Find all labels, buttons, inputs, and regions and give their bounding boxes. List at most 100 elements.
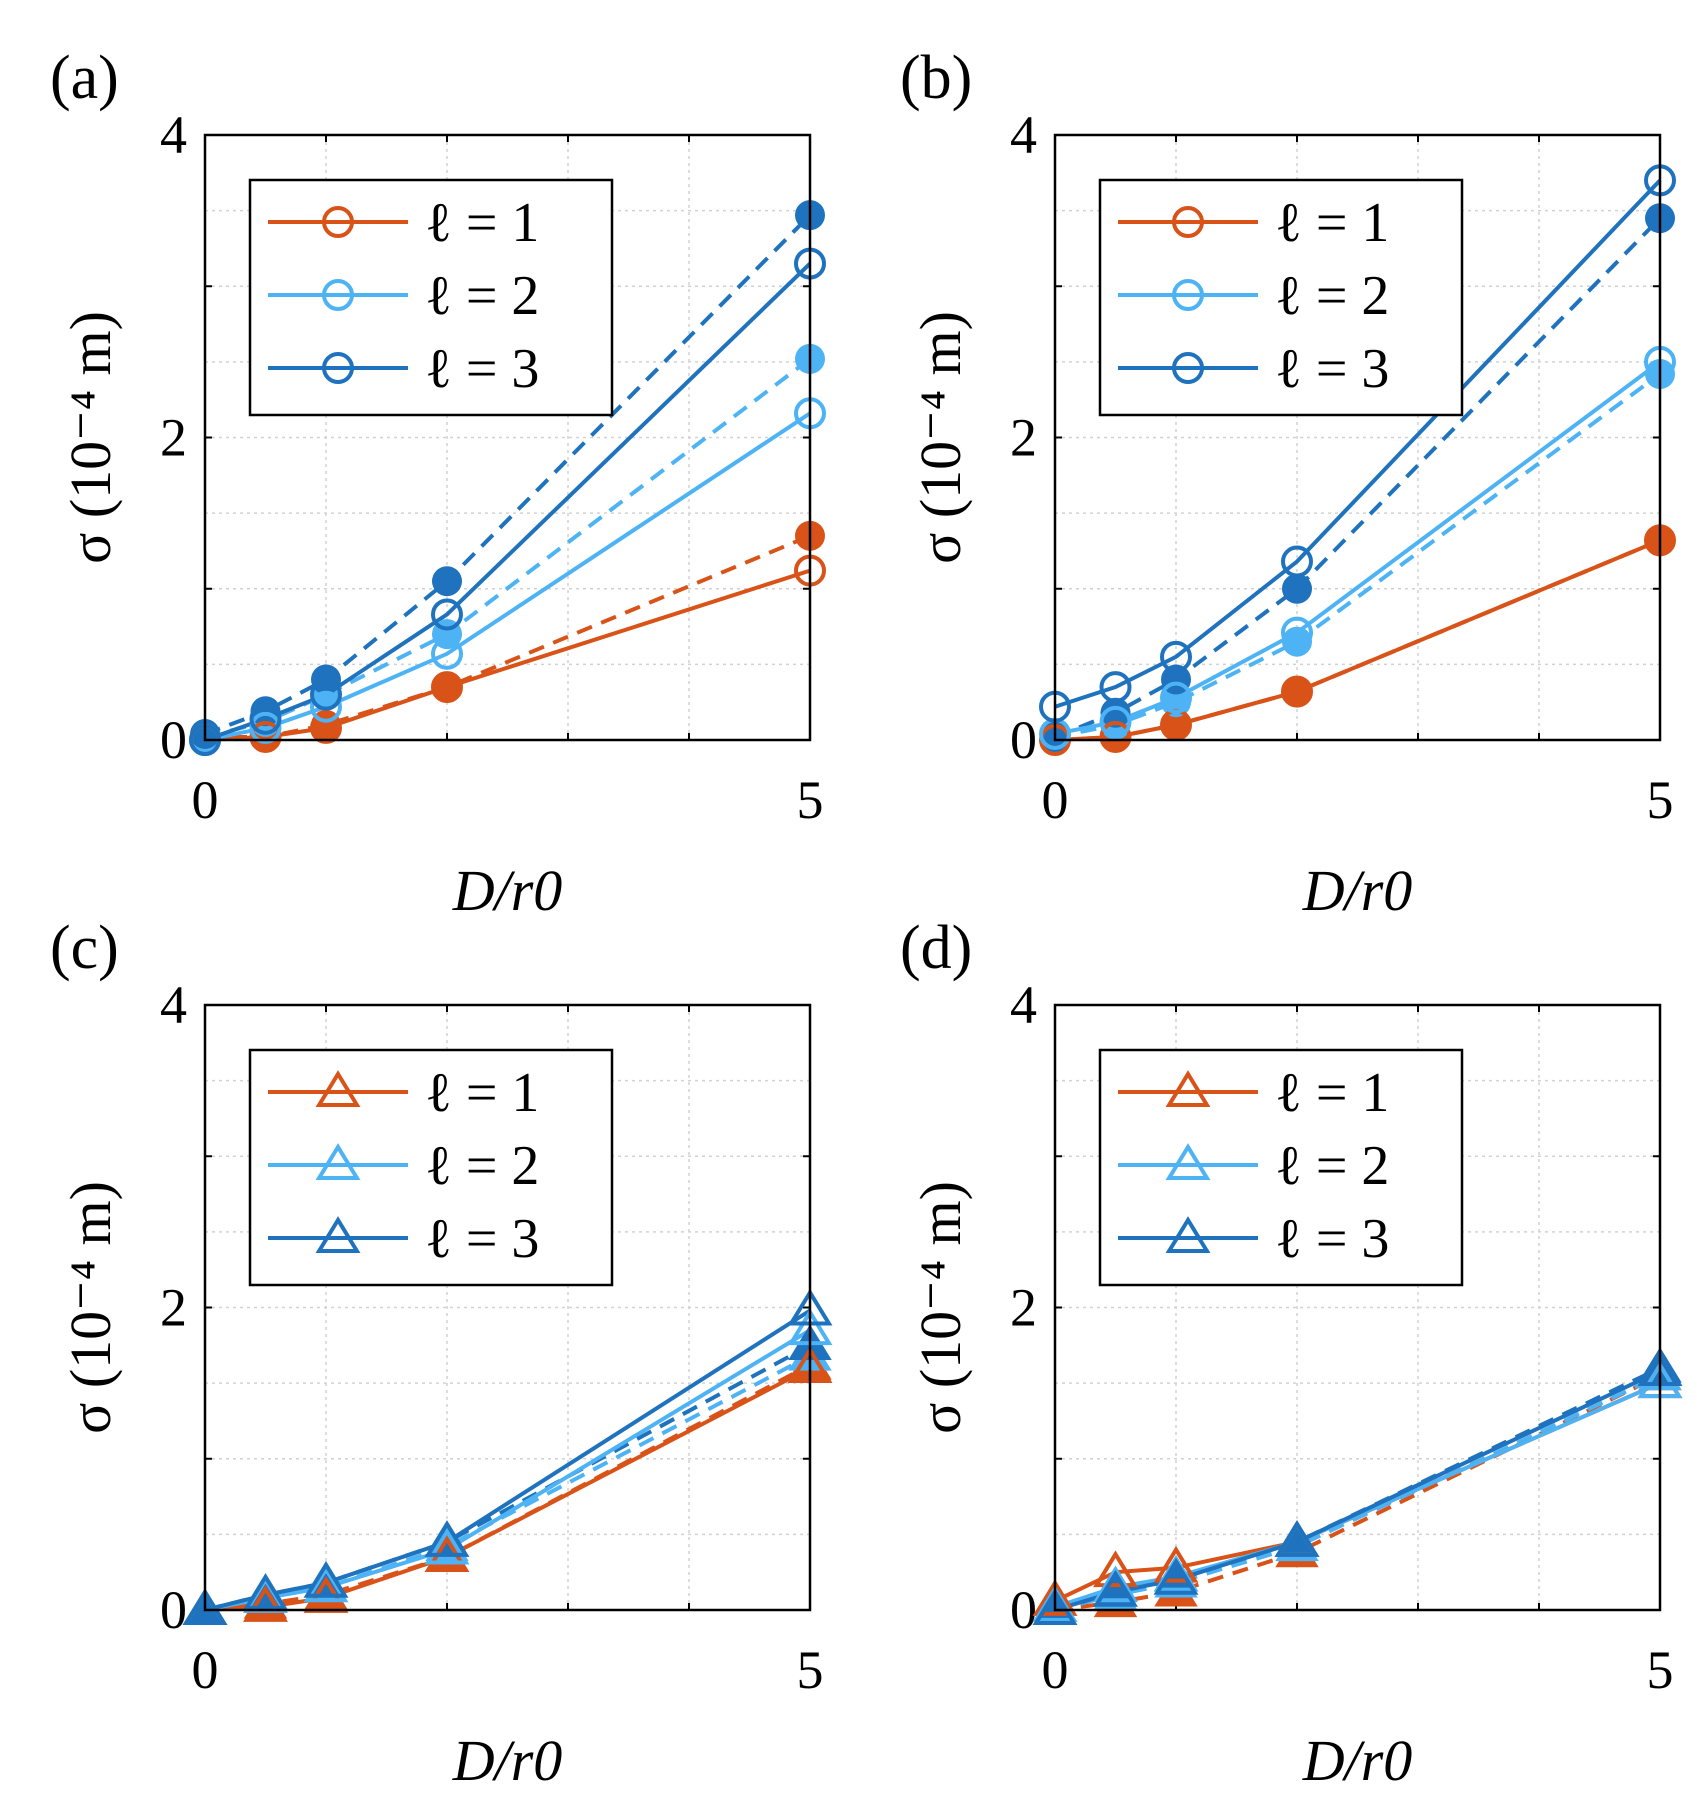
data-point [249, 711, 282, 744]
y-tick-label: 2 [1010, 408, 1037, 468]
data-point [432, 672, 462, 703]
data-point [1153, 1545, 1199, 1583]
legend: ℓ = 1 ℓ = 2 ℓ = 3 [248, 1048, 614, 1287]
data-point [1281, 616, 1313, 649]
y-tick-label: 0 [160, 1580, 187, 1640]
data-point [1274, 1520, 1320, 1557]
x-tick-label: 5 [797, 770, 824, 830]
legend: ℓ = 1 ℓ = 2 ℓ = 3 [248, 178, 614, 417]
data-point [424, 1520, 470, 1557]
panel-label: (b) [900, 44, 972, 112]
legend-label: ℓ = 3 [1275, 1208, 1389, 1270]
y-axis-label: σ (10⁻⁴ m) [58, 311, 123, 564]
legend-marker [1172, 279, 1204, 311]
x-tick-label: 5 [797, 1640, 824, 1700]
data-point [424, 1527, 470, 1565]
legend-marker [1165, 1216, 1211, 1253]
panel-a: (a) 0 5 0 2 4 D/r0 σ (10⁻⁴ m) ℓ = 1 ℓ = 2 ℓ = 3 [50, 44, 826, 923]
x-tick-label: 0 [1042, 770, 1069, 830]
plot-frame [1053, 1003, 1662, 1612]
legend-marker [1172, 206, 1204, 238]
legend-label: ℓ = 3 [425, 338, 539, 400]
y-tick-label: 4 [1010, 975, 1037, 1035]
data-point [1093, 1550, 1138, 1588]
x-axis-label: D/r0 [1302, 858, 1413, 923]
y-tick-label: 2 [1010, 1278, 1037, 1338]
y-axis-label: σ (10⁻⁴ m) [908, 1181, 973, 1434]
series-line [1054, 1366, 1661, 1612]
panel-b: (b) 0 5 0 2 4 D/r0 σ (10⁻⁴ m) ℓ = 1 ℓ = 2 ℓ = 3 [900, 44, 1676, 923]
panel-label: (d) [900, 914, 972, 982]
legend-box [248, 178, 614, 417]
data-point [1100, 697, 1131, 728]
series-line [204, 1328, 812, 1612]
legend-label: ℓ = 1 [1275, 1062, 1389, 1124]
legend-box [248, 1048, 614, 1287]
y-tick-label: 4 [160, 105, 187, 165]
data-point [310, 678, 342, 711]
plot-frame [1053, 133, 1662, 742]
panel-label: (c) [50, 914, 119, 982]
legend-marker [322, 279, 354, 311]
legend-label: ℓ = 2 [425, 265, 539, 327]
legend-label: ℓ = 3 [1275, 338, 1389, 400]
legend-label: ℓ = 2 [1275, 1135, 1389, 1197]
y-tick-label: 4 [1010, 105, 1037, 165]
legend-box [1098, 178, 1464, 417]
data-point [310, 690, 342, 723]
legend-label: ℓ = 3 [425, 1208, 539, 1270]
series-line [204, 568, 811, 742]
data-point [1160, 708, 1192, 741]
data-point [1099, 705, 1132, 738]
series-line [204, 1363, 811, 1612]
data-point [1282, 676, 1312, 707]
x-tick-label: 0 [192, 770, 219, 830]
legend-label: ℓ = 1 [425, 1062, 539, 1124]
legend: ℓ = 1 ℓ = 2 ℓ = 3 [1098, 178, 1464, 417]
legend-marker [315, 1070, 361, 1107]
series-line [1054, 178, 1662, 709]
legend-label: ℓ = 2 [1275, 265, 1389, 327]
data-point [1099, 720, 1132, 753]
data-point [431, 671, 463, 704]
x-tick-label: 0 [192, 1640, 219, 1700]
data-point [1032, 1588, 1078, 1625]
data-point [1282, 573, 1312, 604]
x-tick-label: 0 [1042, 1640, 1069, 1700]
y-tick-label: 0 [160, 710, 187, 770]
series-line [204, 411, 812, 742]
panel-d: (d) 0 5 0 2 4 D/r0 σ (10⁻⁴ m) ℓ = 1 ℓ = 2 ℓ = 3 [900, 914, 1683, 1793]
data-point [1161, 709, 1191, 740]
x-axis-label: D/r0 [452, 858, 563, 923]
data-point [243, 1585, 288, 1622]
data-point [1160, 681, 1192, 714]
data-point [303, 1565, 349, 1603]
data-point [303, 1560, 349, 1598]
data-point [1281, 675, 1313, 708]
data-point [432, 566, 462, 597]
data-point [250, 696, 281, 727]
series-line [1054, 1369, 1661, 1612]
x-axis-label: D/r0 [1302, 1728, 1413, 1793]
data-point [182, 1588, 228, 1625]
data-point [1093, 1565, 1138, 1603]
data-point [249, 720, 282, 753]
legend-label: ℓ = 2 [425, 1135, 539, 1197]
plot-frame [203, 133, 812, 742]
legend: ℓ = 1 ℓ = 2 ℓ = 3 [1098, 1048, 1464, 1287]
series-line [1054, 360, 1662, 736]
data-point [431, 598, 463, 631]
y-tick-label: 0 [1010, 710, 1037, 770]
series-line [204, 1308, 812, 1612]
y-axis-label: σ (10⁻⁴ m) [58, 1181, 123, 1434]
y-tick-label: 2 [160, 408, 187, 468]
legend-marker [315, 1143, 361, 1180]
data-point [1281, 545, 1313, 578]
legend-label: ℓ = 1 [425, 192, 539, 254]
legend-marker [322, 352, 354, 384]
series-line [1054, 372, 1662, 739]
legend-label: ℓ = 1 [1275, 192, 1389, 254]
legend-marker [322, 206, 354, 238]
y-axis-label: σ (10⁻⁴ m) [908, 311, 973, 564]
